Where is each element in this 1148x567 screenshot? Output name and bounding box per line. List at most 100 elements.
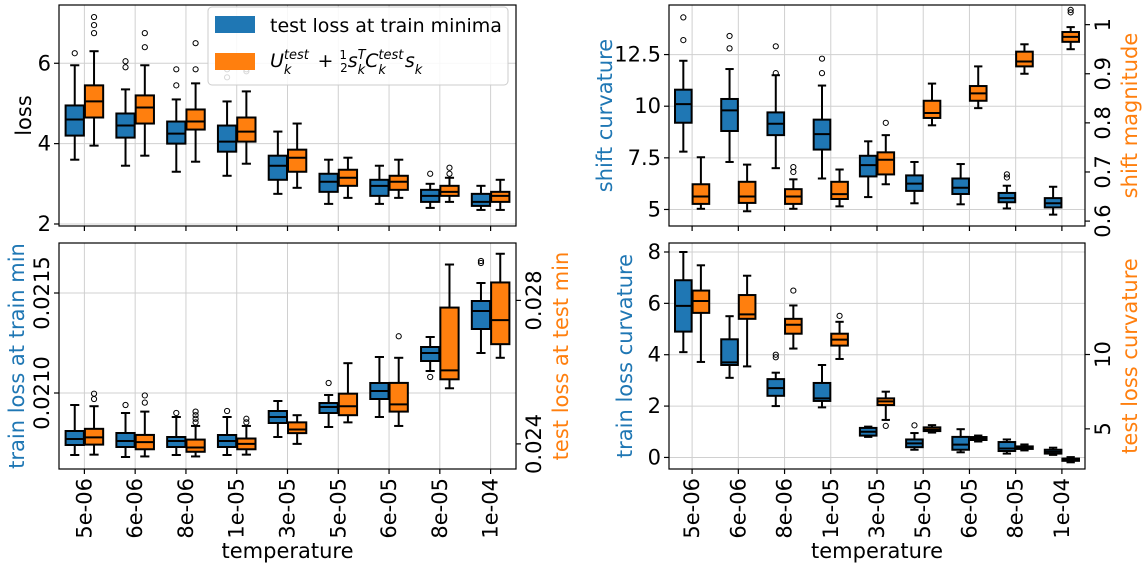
y-tick-label-right: 5 — [1091, 422, 1115, 435]
y-tick-label-right: 0.6 — [1091, 204, 1115, 237]
box-body — [439, 306, 460, 381]
outlier-point — [427, 170, 434, 177]
y-tick-label: 8 — [648, 240, 661, 264]
box-orange-3e-05 — [876, 390, 896, 429]
box-body — [674, 88, 693, 124]
outlier-point — [243, 419, 250, 426]
outlier-point — [446, 164, 453, 171]
box-orange-5e-05 — [922, 82, 942, 127]
box-orange-3e-05 — [287, 414, 308, 445]
box-orange-8e-05 — [439, 263, 460, 390]
box-blue-1e-05 — [216, 407, 238, 456]
box-orange-1e-04 — [1061, 456, 1080, 464]
x-tick-label: 1e-05 — [819, 478, 843, 539]
outlier-point — [223, 407, 231, 415]
y-axis-title: loss — [12, 95, 36, 136]
box-blue-6e-06 — [115, 58, 136, 167]
panel-4: 0 2 4 6 8 5 10 5e-06 6e-06 8e-06 1e-05 3e-05 5e-05 6e… — [613, 240, 1142, 563]
x-axis-title: temperature — [222, 539, 354, 563]
outlier-point — [772, 43, 779, 50]
box-body — [830, 180, 849, 200]
outlier-point — [911, 422, 918, 429]
box-body — [388, 381, 409, 413]
box-body — [216, 124, 238, 153]
x-tick-label: 3e-05 — [276, 478, 300, 539]
box-orange-8e-05 — [1015, 43, 1034, 75]
y-tick-label-right: 1 — [1091, 18, 1115, 31]
box-blue-6e-06 — [720, 32, 739, 163]
box-blue-6e-06 — [115, 401, 136, 458]
outlier-point — [173, 66, 180, 73]
box-blue-1e-05 — [812, 363, 832, 409]
y-axis-title: train loss at train min — [5, 243, 29, 469]
legend-swatch-orange — [215, 53, 255, 70]
box-body — [267, 154, 288, 181]
box-blue-5e-06 — [64, 404, 85, 456]
outlier-point — [772, 351, 779, 358]
box-orange-6e-05 — [968, 65, 988, 110]
x-tick-label: 5e-06 — [680, 478, 704, 539]
box-blue-8e-05 — [997, 438, 1017, 455]
box-orange-1e-05 — [830, 312, 849, 360]
box-body — [951, 177, 970, 195]
box-orange-6e-06 — [737, 163, 757, 213]
y-tick-label: 12.5 — [614, 43, 661, 67]
outlier-point — [192, 408, 199, 415]
outlier-point — [1067, 6, 1074, 14]
outlier-point — [243, 415, 250, 422]
box-body — [858, 154, 878, 178]
panel-2: 5 7.5 10 12.5 0.6 0.7 0.8 0.9 1 shift curvature sh… — [593, 4, 1142, 238]
box-body — [470, 300, 492, 330]
box-body — [737, 294, 757, 320]
x-tick-label: 6e-05 — [377, 478, 401, 539]
outlier-point — [1067, 9, 1074, 16]
box-blue-8e-05 — [420, 170, 441, 209]
outlier-point — [173, 82, 180, 89]
box-orange-6e-06 — [134, 392, 155, 458]
box-blue-5e-05 — [905, 160, 924, 205]
x-tick-label: 8e-05 — [1004, 478, 1028, 539]
outlier-point — [192, 40, 199, 47]
legend-label-1: test loss at train minima — [270, 15, 502, 37]
box-blue-5e-05 — [318, 379, 339, 428]
box-body — [236, 116, 257, 143]
y-tick-label-right: 10 — [1091, 341, 1115, 368]
box-orange-5e-06 — [83, 390, 105, 456]
box-blue-5e-05 — [318, 158, 339, 205]
outlier-point — [680, 37, 687, 44]
box-blue-5e-06 — [674, 14, 693, 153]
box-orange-8e-05 — [1015, 443, 1034, 452]
legend-swatch-blue — [215, 16, 255, 33]
box-orange-5e-06 — [691, 156, 711, 210]
box-blue-8e-06 — [766, 351, 786, 408]
box-body — [134, 94, 155, 125]
box-blue-6e-05 — [369, 164, 390, 205]
outlier-point — [477, 257, 485, 265]
box-blue-8e-06 — [166, 409, 187, 456]
box-orange-1e-05 — [236, 54, 257, 165]
box-body — [388, 174, 409, 191]
box-blue-3e-05 — [858, 140, 878, 199]
box-orange-8e-06 — [185, 40, 206, 163]
box-body — [812, 381, 832, 402]
outlier-point — [818, 55, 826, 62]
y-tick-label-right: 0.9 — [1091, 57, 1115, 90]
y-axis-title: train loss curvature — [613, 254, 637, 458]
box-body — [720, 97, 739, 132]
box-body — [997, 441, 1017, 453]
outlier-point — [141, 392, 148, 399]
x-tick-label: 6e-05 — [957, 478, 981, 539]
outlier-point — [141, 30, 148, 37]
box-orange-5e-05 — [337, 362, 359, 424]
box-body — [185, 438, 206, 453]
box-orange-5e-06 — [83, 13, 105, 147]
box-body — [287, 148, 308, 173]
outlier-point — [726, 32, 733, 40]
y-tick-label: 0 — [648, 445, 661, 469]
box-orange-1e-04 — [490, 252, 511, 359]
outlier-point — [446, 170, 453, 177]
box-body — [691, 183, 711, 205]
y-tick-label-right: 0.8 — [1091, 106, 1115, 139]
outlier-point — [772, 70, 779, 77]
y-tick-label: 0.0215 — [30, 256, 54, 329]
